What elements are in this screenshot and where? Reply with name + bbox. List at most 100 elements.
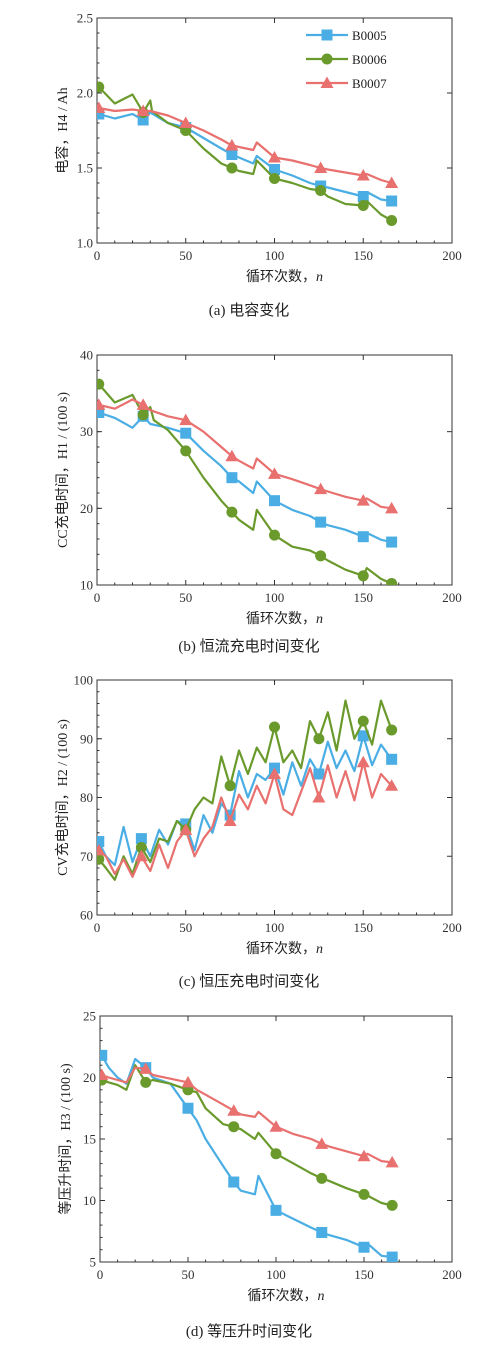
y-tick-label: 25 bbox=[83, 1009, 96, 1024]
x-tick-label: 100 bbox=[265, 920, 285, 935]
plot-frame bbox=[96, 17, 453, 244]
legend-marker-B0005 bbox=[321, 29, 333, 41]
legend-label-B0006: B0006 bbox=[352, 52, 387, 67]
data-point-B0006 bbox=[269, 721, 280, 733]
x-tick-label: 150 bbox=[354, 590, 374, 605]
x-axis-label-text: 循环次数， bbox=[248, 1288, 318, 1304]
data-point-B0007 bbox=[356, 755, 370, 768]
plot-area bbox=[97, 81, 399, 226]
data-point-B0005 bbox=[100, 1049, 108, 1061]
y-tick-label: 100 bbox=[74, 673, 94, 688]
data-point-B0007 bbox=[268, 151, 281, 163]
series-line-B0006 bbox=[97, 699, 393, 881]
x-tick-label: 150 bbox=[354, 920, 374, 935]
y-axis-label: CC充电时间，H1 / (100 s) bbox=[55, 392, 71, 548]
x-axis-label-var: n bbox=[318, 1289, 325, 1304]
legend-marker-B0007 bbox=[320, 76, 334, 88]
y-axis-label: 电容，H4 / Ah bbox=[54, 87, 71, 173]
y-tick-label: 5 bbox=[90, 1255, 97, 1270]
data-point-B0007 bbox=[227, 1104, 241, 1116]
x-axis-label: 循环次数，n bbox=[246, 941, 323, 957]
data-point-B0007 bbox=[136, 104, 150, 116]
x-tick-label: 0 bbox=[94, 590, 101, 605]
y-tick-label: 80 bbox=[80, 790, 93, 805]
data-point-B0005 bbox=[97, 836, 105, 848]
data-point-B0007 bbox=[97, 843, 106, 856]
data-point-B0007 bbox=[225, 139, 239, 151]
data-point-B0005 bbox=[313, 768, 325, 780]
data-point-B0006 bbox=[224, 780, 236, 792]
data-point-B0006 bbox=[357, 570, 369, 582]
x-tick-label: 100 bbox=[265, 248, 285, 263]
plot-area bbox=[100, 1049, 399, 1262]
legend-label-B0007: B0007 bbox=[352, 76, 387, 91]
chart-panel-d: 0 50 100 150 200 5 10 15 20 25 循环次数，n 等压升时间，H3 / (1… bbox=[57, 1009, 462, 1341]
data-point-B0005 bbox=[270, 1204, 282, 1216]
legend-label-B0005: B0005 bbox=[352, 28, 387, 43]
panel-caption: (a) 电容变化 bbox=[209, 302, 289, 319]
x-tick-label: 0 bbox=[94, 920, 101, 935]
data-point-B0005 bbox=[358, 1241, 370, 1253]
data-point-B0006 bbox=[97, 81, 105, 93]
data-point-B0005 bbox=[357, 730, 369, 742]
panel-caption: (d) 等压升时间变化 bbox=[186, 1322, 312, 1340]
y-tick-label: 90 bbox=[80, 731, 93, 746]
data-point-B0005 bbox=[315, 516, 327, 528]
data-point-B0007 bbox=[179, 413, 193, 426]
data-point-B0006 bbox=[386, 215, 398, 226]
x-axis-label-text: 循环次数， bbox=[246, 941, 316, 957]
data-point-B0007 bbox=[97, 398, 106, 410]
data-point-B0006 bbox=[97, 853, 105, 865]
plot-area bbox=[97, 699, 399, 881]
data-point-B0005 bbox=[357, 191, 369, 202]
data-point-B0007 bbox=[225, 449, 239, 462]
data-point-B0006 bbox=[316, 1172, 328, 1184]
data-point-B0005 bbox=[180, 427, 192, 439]
data-point-B0007 bbox=[97, 101, 106, 113]
plot-frame bbox=[99, 1015, 453, 1263]
data-point-B0007 bbox=[312, 791, 326, 803]
data-point-B0007 bbox=[385, 1155, 399, 1168]
panel-caption: (b) 恒流充电时间变化 bbox=[178, 638, 319, 655]
data-point-B0005 bbox=[226, 472, 238, 484]
y-tick-label: 10 bbox=[83, 1193, 96, 1208]
data-point-B0007 bbox=[385, 176, 399, 188]
y-tick-label: 40 bbox=[80, 348, 93, 363]
x-tick-label: 200 bbox=[442, 1267, 462, 1282]
data-point-B0007 bbox=[314, 161, 328, 173]
plot-frame bbox=[96, 679, 453, 916]
y-tick-label: 10 bbox=[80, 578, 93, 593]
legend-marker-B0006 bbox=[321, 53, 333, 65]
series-line-B0006 bbox=[98, 86, 393, 222]
data-point-B0005 bbox=[228, 1176, 240, 1188]
y-tick-label: 20 bbox=[83, 1070, 96, 1085]
data-point-B0006 bbox=[358, 1188, 370, 1200]
x-tick-label: 0 bbox=[94, 248, 101, 263]
data-point-B0005 bbox=[135, 833, 147, 845]
x-tick-label: 100 bbox=[265, 590, 285, 605]
data-point-B0007 bbox=[139, 1062, 153, 1074]
data-point-B0006 bbox=[226, 506, 238, 518]
y-tick-label: 2.5 bbox=[77, 11, 93, 26]
data-point-B0007 bbox=[181, 1075, 195, 1088]
data-point-B0006 bbox=[313, 733, 325, 745]
data-point-B0006 bbox=[270, 1148, 282, 1160]
data-point-B0007 bbox=[100, 1068, 109, 1081]
data-point-B0007 bbox=[356, 169, 370, 181]
data-point-B0006 bbox=[269, 529, 280, 541]
data-point-B0006 bbox=[386, 724, 398, 736]
x-tick-label: 0 bbox=[97, 1267, 104, 1282]
x-axis-label-var: n bbox=[316, 942, 323, 957]
data-point-B0006 bbox=[315, 550, 327, 562]
data-point-B0006 bbox=[269, 173, 280, 184]
y-tick-label: 60 bbox=[80, 908, 93, 923]
x-tick-label: 200 bbox=[442, 248, 462, 263]
plot-area bbox=[97, 378, 399, 585]
data-point-B0006 bbox=[137, 409, 149, 421]
data-point-B0005 bbox=[97, 407, 105, 418]
series-line-B0007 bbox=[98, 761, 393, 878]
data-point-B0007 bbox=[268, 767, 281, 779]
series-line-B0007 bbox=[98, 106, 392, 185]
data-point-B0007 bbox=[268, 467, 281, 479]
